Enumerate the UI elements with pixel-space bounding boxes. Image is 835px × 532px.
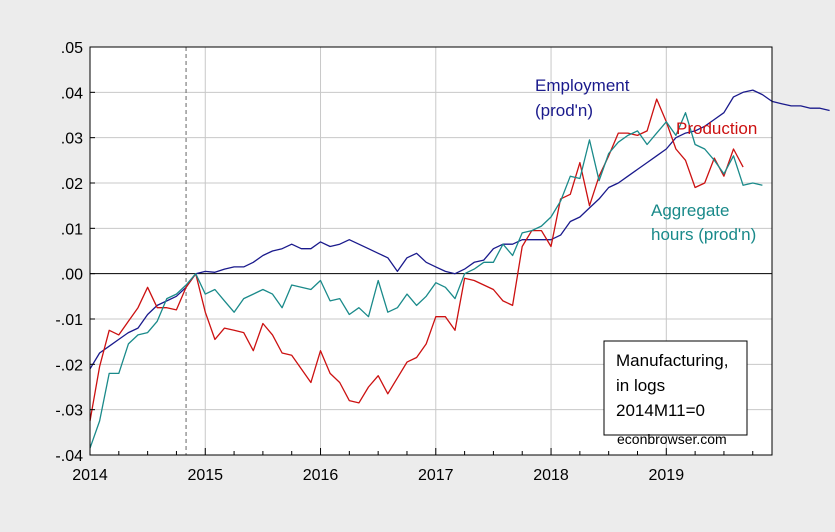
x-axis: 2014 2015 2016 2017 2018 2019 (72, 448, 754, 484)
y-tick-label: .05 (61, 40, 83, 57)
legend-box (603, 340, 748, 436)
hours-label-line2: hours (prod'n) (651, 225, 756, 244)
legend-box-line2: in logs (616, 376, 665, 395)
x-tick-label: 2017 (418, 467, 454, 484)
y-tick-label: .01 (61, 221, 83, 238)
employment-label-line1: Employment (535, 76, 630, 95)
y-tick-label: -.04 (55, 448, 83, 465)
y-tick-label: .04 (61, 85, 83, 102)
x-tick-label: 2018 (533, 467, 569, 484)
series-line-0 (89, 89, 830, 370)
y-tick-label: .02 (61, 176, 83, 193)
y-tick-label: .00 (61, 267, 83, 284)
y-tick-label: .03 (61, 131, 83, 148)
series-line-1 (89, 98, 744, 422)
plot-frame (89, 46, 773, 456)
legend-box-line3: 2014M11=0 (616, 401, 705, 420)
credit-text: econbrowser.com (617, 431, 727, 447)
y-tick-label: -.02 (55, 357, 83, 374)
production-label: Production (676, 119, 757, 138)
y-tick-label: -.01 (55, 312, 83, 329)
hours-label-line1: Aggregate (651, 201, 729, 220)
x-tick-label: 2014 (72, 467, 108, 484)
series-line-2 (89, 112, 763, 449)
y-tick-label: -.03 (55, 403, 83, 420)
series-layer (89, 89, 830, 449)
x-tick-label: 2019 (649, 467, 685, 484)
x-tick-label: 2015 (187, 467, 223, 484)
legend-box-line1: Manufacturing, (616, 351, 728, 370)
employment-label-line2: (prod'n) (535, 101, 593, 120)
x-tick-label: 2016 (303, 467, 339, 484)
y-axis: .05 .04 .03 .02 .01 .00 -.01 -.02 -.03 -.04 (55, 40, 95, 465)
